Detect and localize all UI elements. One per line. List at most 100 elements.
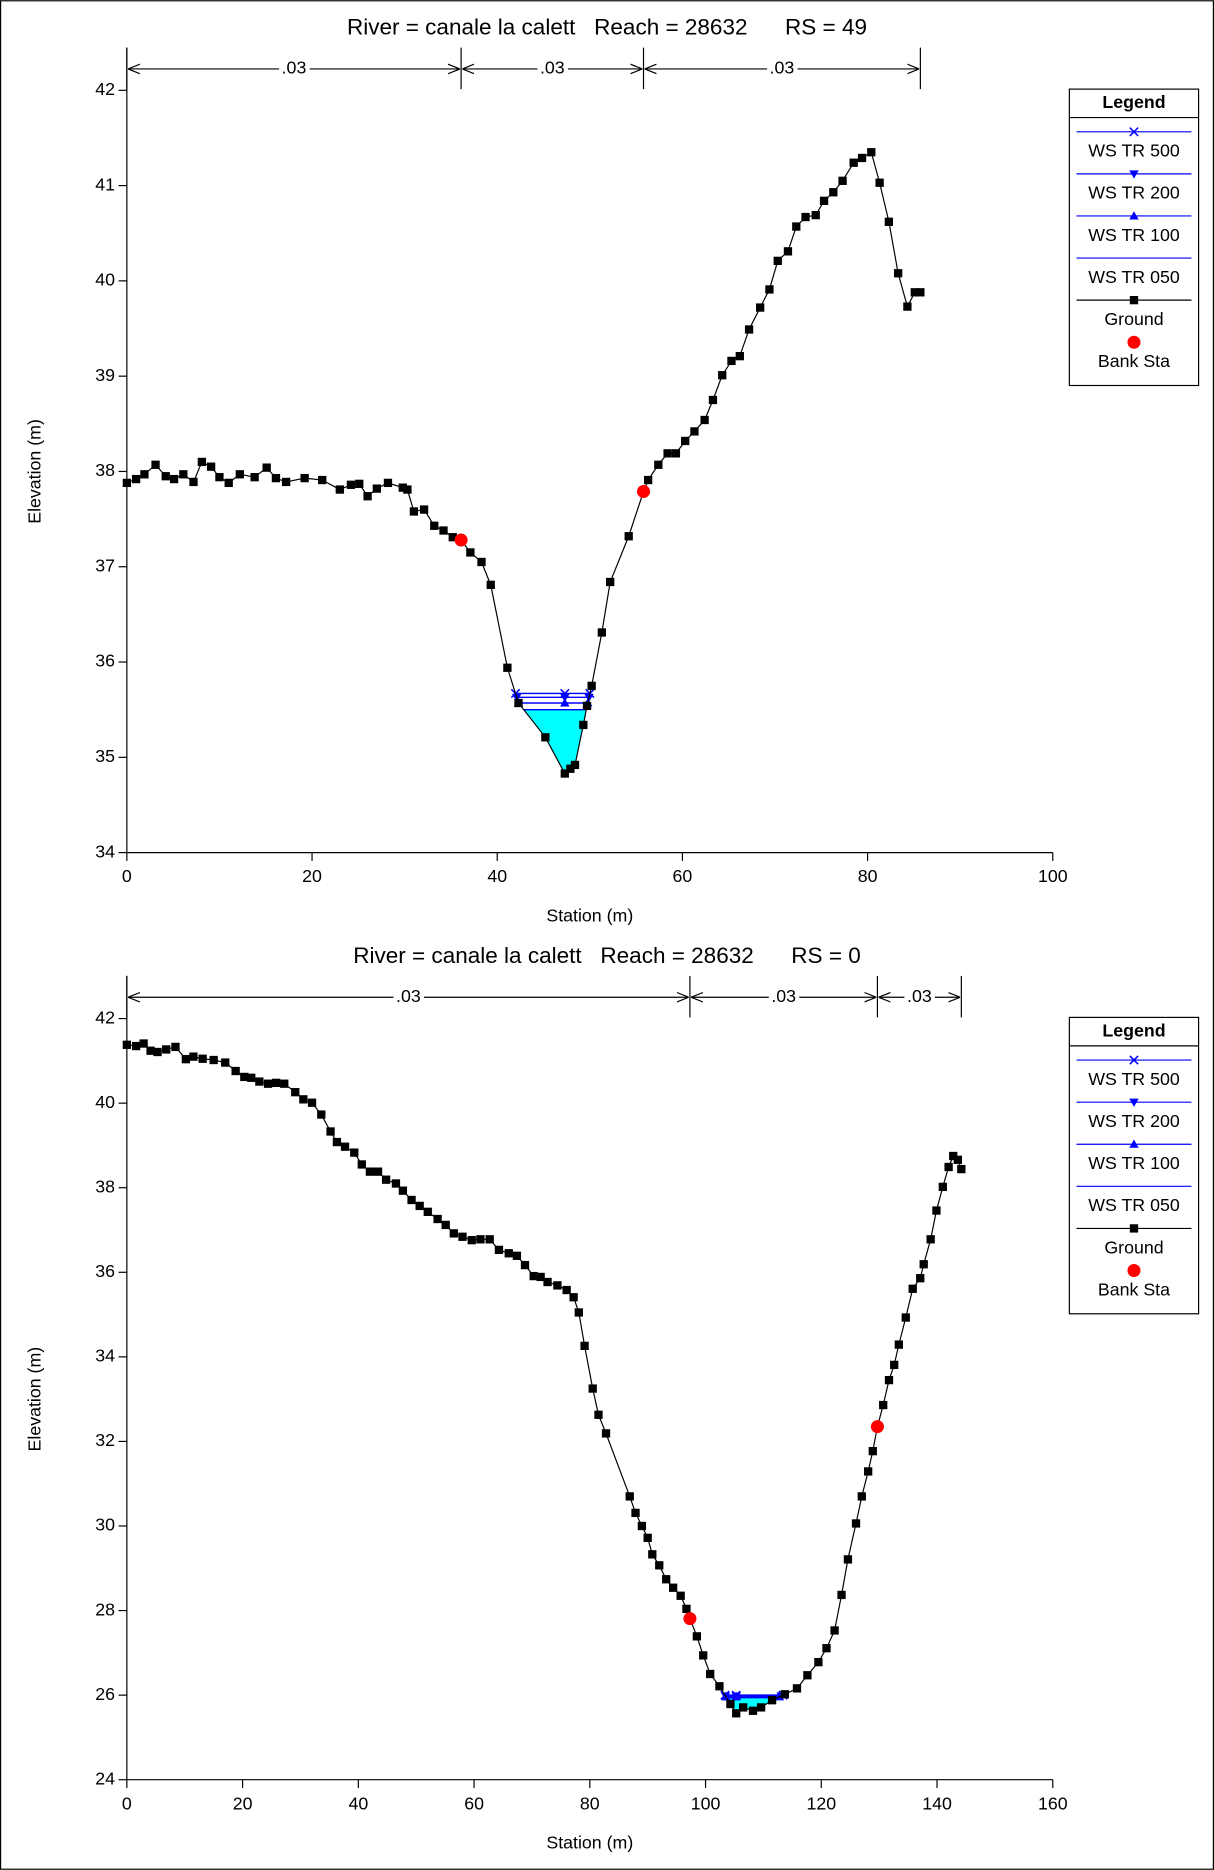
square-marker bbox=[903, 302, 912, 311]
x-marker bbox=[1129, 1055, 1139, 1065]
square-marker bbox=[122, 478, 132, 488]
square-marker bbox=[529, 1271, 538, 1281]
square-marker bbox=[792, 1684, 802, 1693]
circle-marker bbox=[636, 484, 651, 498]
square-marker bbox=[1129, 1224, 1139, 1233]
square-marker bbox=[867, 148, 876, 157]
x-tick-label: 80 bbox=[858, 866, 878, 886]
square-marker bbox=[131, 474, 141, 484]
square-marker bbox=[467, 1236, 476, 1245]
square-marker bbox=[372, 484, 381, 493]
roughness-label: .03 bbox=[396, 986, 421, 1006]
square-marker bbox=[648, 1550, 657, 1559]
square-marker bbox=[926, 1235, 935, 1244]
square-marker bbox=[346, 480, 356, 489]
square-marker bbox=[727, 356, 736, 366]
square-marker bbox=[350, 1148, 359, 1157]
square-marker bbox=[735, 352, 744, 361]
square-marker bbox=[541, 733, 550, 742]
square-marker bbox=[655, 1561, 664, 1570]
square-marker bbox=[332, 1137, 342, 1147]
square-marker bbox=[151, 460, 160, 469]
square-marker bbox=[215, 473, 224, 482]
square-marker bbox=[949, 1151, 958, 1161]
square-marker bbox=[562, 1285, 571, 1295]
square-marker bbox=[398, 483, 407, 492]
square-marker bbox=[262, 463, 271, 472]
square-marker bbox=[884, 217, 894, 226]
square-marker bbox=[281, 477, 291, 487]
square-marker bbox=[231, 1066, 240, 1076]
square-marker bbox=[822, 1644, 831, 1653]
square-marker bbox=[756, 1703, 766, 1712]
y-tick-label: 26 bbox=[95, 1684, 115, 1704]
square-marker bbox=[430, 521, 439, 530]
x-tick-label: 120 bbox=[806, 1793, 836, 1813]
x-tick-label: 60 bbox=[464, 1793, 484, 1813]
y-tick-label: 34 bbox=[95, 841, 115, 861]
square-marker bbox=[514, 698, 523, 708]
square-marker bbox=[181, 1055, 191, 1064]
triangle-up-marker bbox=[1129, 1139, 1139, 1148]
x-tick-label: 100 bbox=[691, 1793, 721, 1813]
square-marker bbox=[773, 256, 782, 266]
x-marker bbox=[1129, 127, 1139, 137]
circle-marker bbox=[1127, 335, 1141, 349]
square-marker bbox=[893, 269, 903, 278]
square-marker bbox=[247, 1073, 256, 1082]
y-tick-label: 38 bbox=[95, 1176, 115, 1196]
square-marker bbox=[240, 1072, 249, 1082]
square-marker bbox=[908, 1284, 917, 1293]
square-marker bbox=[1129, 295, 1139, 305]
square-marker bbox=[307, 1098, 317, 1107]
square-marker bbox=[692, 1632, 702, 1641]
square-marker bbox=[756, 303, 765, 312]
y-tick-label: 39 bbox=[95, 365, 115, 385]
legend-title: Legend bbox=[1102, 1020, 1165, 1040]
legend-label: Bank Sta bbox=[1098, 1279, 1170, 1299]
y-tick-label: 36 bbox=[95, 651, 115, 671]
square-marker bbox=[317, 1110, 326, 1119]
x-tick-label: 140 bbox=[922, 1793, 952, 1813]
square-marker bbox=[448, 533, 457, 542]
triangle-down-marker bbox=[1129, 170, 1139, 179]
square-marker bbox=[235, 470, 244, 479]
square-marker bbox=[715, 1682, 724, 1691]
square-marker bbox=[477, 557, 486, 567]
x-tick-label: 20 bbox=[302, 866, 322, 886]
y-tick-label: 28 bbox=[95, 1599, 115, 1619]
square-marker bbox=[357, 1160, 366, 1169]
square-marker bbox=[373, 1167, 383, 1176]
square-marker bbox=[189, 477, 198, 487]
chart-title: River = canale la calett Reach = 28632 R… bbox=[353, 943, 861, 968]
square-marker bbox=[189, 1052, 198, 1061]
square-marker bbox=[161, 472, 170, 481]
square-marker bbox=[250, 473, 259, 482]
legend-label: Bank Sta bbox=[1098, 351, 1170, 371]
square-marker bbox=[131, 1041, 141, 1051]
square-marker bbox=[536, 1272, 545, 1282]
square-marker bbox=[953, 1155, 963, 1164]
x-tick-label: 80 bbox=[580, 1793, 600, 1813]
roughness-label: .03 bbox=[770, 58, 795, 78]
roughness-label: .03 bbox=[282, 58, 307, 78]
square-marker bbox=[910, 288, 919, 297]
square-marker bbox=[624, 532, 633, 541]
square-marker bbox=[153, 1047, 162, 1057]
square-marker bbox=[198, 1054, 207, 1063]
square-marker bbox=[682, 1604, 691, 1614]
square-marker bbox=[668, 1583, 678, 1592]
square-marker bbox=[601, 1429, 611, 1438]
y-tick-label: 40 bbox=[95, 270, 115, 290]
roughness-label: .03 bbox=[907, 986, 932, 1006]
square-marker bbox=[162, 1045, 171, 1054]
square-marker bbox=[843, 1555, 853, 1564]
square-marker bbox=[335, 485, 344, 494]
square-marker bbox=[681, 436, 690, 446]
y-tick-label: 34 bbox=[95, 1346, 115, 1366]
square-marker bbox=[423, 1207, 432, 1216]
x-tick-label: 20 bbox=[233, 1793, 253, 1813]
square-marker bbox=[409, 507, 419, 516]
square-marker bbox=[486, 580, 495, 589]
